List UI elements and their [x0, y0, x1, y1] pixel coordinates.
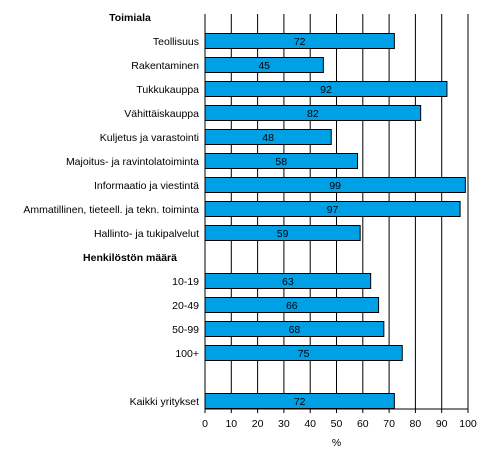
bar: [204, 321, 385, 337]
bar: [204, 345, 403, 361]
x-tick-label: 50: [331, 418, 343, 430]
bar: [204, 81, 448, 97]
x-tick-label: 10: [225, 418, 237, 430]
category-label: Ammatillinen, tieteell. ja tekn. toimint…: [23, 204, 199, 216]
category-label: Tukkukauppa: [136, 84, 199, 96]
category-label: Kuljetus ja varastointi: [100, 132, 199, 144]
data-label: 45: [258, 60, 270, 72]
x-axis: 0 10 20 30 40 50 60 70 80 90 100%: [202, 408, 477, 449]
data-label: 63: [282, 276, 294, 288]
x-tick-label: 40: [304, 418, 316, 430]
section-heading: Toimiala: [109, 12, 151, 24]
x-tick-label: 60: [357, 418, 369, 430]
data-label: 68: [289, 324, 301, 336]
x-tick-label: 100: [459, 418, 477, 430]
category-label: 10-19: [172, 276, 199, 288]
bars: [204, 33, 466, 409]
bar: [204, 225, 361, 241]
data-label: 92: [320, 84, 332, 96]
x-tick-label: 0: [202, 418, 208, 430]
bar: [204, 105, 422, 121]
category-label: Hallinto- ja tukipalvelut: [94, 228, 199, 240]
data-label: 66: [286, 300, 298, 312]
bar: [204, 129, 332, 145]
bar: [204, 201, 461, 217]
data-label: 97: [327, 204, 339, 216]
bar: [204, 273, 372, 289]
data-label: 82: [307, 108, 319, 120]
bar: [204, 57, 324, 73]
bar: [204, 153, 359, 169]
bar: [204, 177, 466, 193]
x-tick-label: 80: [410, 418, 422, 430]
data-label: 75: [298, 348, 310, 360]
category-label: 100+: [175, 348, 199, 360]
data-label: 99: [329, 180, 341, 192]
section-heading: Henkilöstön määrä: [83, 252, 177, 264]
category-label: Kaikki yritykset: [130, 396, 200, 408]
x-tick-label: 30: [278, 418, 290, 430]
category-label: Vähittäiskauppa: [124, 108, 199, 120]
category-label: Informaatio ja viestintä: [94, 180, 199, 192]
x-tick-label: 90: [436, 418, 448, 430]
category-label: 20-49: [172, 300, 199, 312]
data-label: 48: [262, 132, 274, 144]
x-tick-label: 70: [383, 418, 395, 430]
x-tick-label: 20: [252, 418, 264, 430]
category-label: Rakentaminen: [131, 60, 199, 72]
x-axis-title: %: [332, 437, 341, 449]
data-label: 72: [294, 36, 306, 48]
category-label: Teollisuus: [153, 36, 199, 48]
bar: [204, 33, 395, 49]
category-label: 50-99: [172, 324, 199, 336]
category-label: Majoitus- ja ravintolatoiminta: [66, 156, 199, 168]
data-label: 72: [294, 396, 306, 408]
data-label: 58: [275, 156, 287, 168]
data-label: 59: [277, 228, 289, 240]
bar: [204, 297, 380, 313]
